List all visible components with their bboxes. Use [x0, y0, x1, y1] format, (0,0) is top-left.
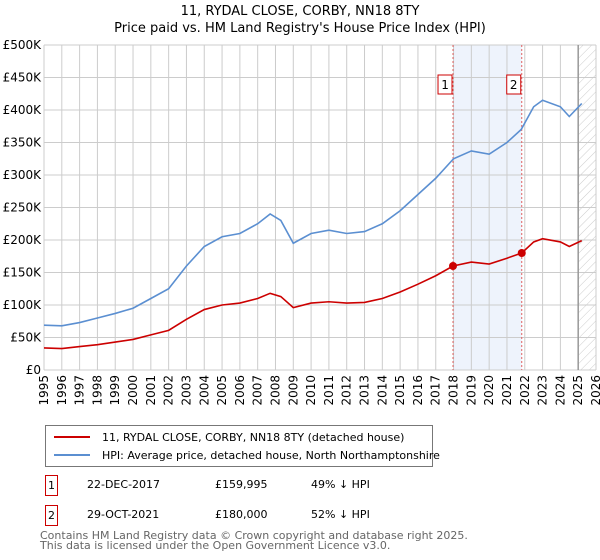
x-tick-label: 2026	[589, 375, 600, 406]
sale-price: £159,995	[215, 478, 268, 491]
x-tick-label: 2017	[429, 375, 443, 406]
x-tick-label: 2011	[322, 375, 336, 406]
sale-marker-badge: 1	[45, 475, 58, 496]
x-tick-label: 2012	[340, 375, 354, 406]
legend-label-property: 11, RYDAL CLOSE, CORBY, NN18 8TY (detach…	[102, 430, 405, 444]
x-tick-label: 2022	[518, 375, 532, 406]
sale-hpi-diff: 49% ↓ HPI	[311, 478, 370, 491]
x-tick-label: 1996	[55, 375, 69, 406]
x-tick-label: 2024	[553, 375, 567, 406]
x-tick-label: 2000	[126, 375, 140, 406]
sale-row-2: 2 29-OCT-2021 £180,000 52% ↓ HPI	[45, 505, 545, 526]
sale-price: £180,000	[215, 508, 268, 521]
x-tick-label: 2005	[215, 375, 229, 406]
legend-line-hpi	[54, 454, 90, 456]
x-tick-label: 2016	[411, 375, 425, 406]
footer-line-2: This data is licensed under the Open Gov…	[40, 539, 391, 552]
x-tick-label: 2025	[571, 375, 585, 406]
x-tick-label: 2010	[304, 375, 318, 406]
footer-line-1: Contains HM Land Registry data © Crown c…	[40, 529, 468, 542]
sale-date: 22-DEC-2017	[87, 478, 161, 491]
x-tick-label: 2019	[464, 375, 478, 406]
plot-area: 1995 1996 1997 1998 1999 2000 2001 2002 2003 2004…	[3, 38, 600, 406]
x-tick-label: 2007	[251, 375, 265, 406]
y-tick-label: £350K	[3, 136, 43, 150]
x-tick-label: 2006	[233, 375, 247, 406]
x-tick-label: 2023	[536, 375, 550, 406]
x-tick-label: 2009	[286, 375, 300, 406]
x-tick-label: 2021	[500, 375, 514, 406]
property-price-line	[43, 237, 583, 350]
y-tick-label: £100K	[3, 298, 43, 312]
chart-subtitle: Price paid vs. HM Land Registry's House …	[114, 21, 486, 36]
y-tick-label: £500K	[3, 38, 43, 52]
sale-date: 29-OCT-2021	[87, 508, 160, 521]
y-tick-label: £450K	[3, 71, 43, 85]
footer: Contains HM Land Registry data © Crown c…	[40, 529, 468, 552]
legend-label-hpi: HPI: Average price, detached house, Nort…	[102, 448, 440, 462]
sale-label-box	[506, 74, 522, 95]
legend-line-property	[54, 436, 90, 438]
x-tick-label: 2002	[162, 375, 176, 406]
x-tick-label: 1999	[108, 375, 122, 406]
sale-point	[449, 262, 458, 271]
x-tick-label: 2001	[144, 375, 158, 406]
sale-marker-badge: 2	[45, 505, 58, 526]
x-tick-label: 2020	[482, 375, 496, 406]
x-tick-label: 2018	[447, 375, 461, 406]
hpi-line	[43, 99, 583, 327]
sale-row-1: 1 22-DEC-2017 £159,995 49% ↓ HPI	[45, 475, 545, 496]
sale-hpi-diff: 52% ↓ HPI	[311, 508, 370, 521]
y-tick-label: £200K	[3, 233, 43, 247]
x-tick-label: 2003	[179, 375, 193, 406]
sale-label: 2	[510, 78, 518, 92]
sale-label: 1	[441, 78, 449, 92]
chart-title: 11, RYDAL CLOSE, CORBY, NN18 8TY	[180, 4, 420, 19]
y-tick-label: £250K	[3, 201, 43, 215]
legend: 11, RYDAL CLOSE, CORBY, NN18 8TY (detach…	[45, 425, 440, 467]
x-tick-label: 2008	[268, 375, 282, 406]
x-tick-label: 2014	[375, 375, 389, 406]
x-tick-label: 1997	[73, 375, 87, 406]
x-tick-label: 1995	[37, 375, 51, 406]
x-tick-label: 2004	[197, 375, 211, 406]
y-tick-label: £300K	[3, 168, 43, 182]
y-tick-label: £400K	[3, 103, 43, 117]
x-tick-label: 1998	[90, 375, 104, 406]
y-tick-label: £150K	[3, 266, 43, 280]
y-tick-label: £0	[26, 363, 41, 377]
sale-point	[517, 249, 526, 257]
x-tick-label: 2015	[393, 375, 407, 406]
x-tick-label: 2013	[358, 375, 372, 406]
sale-label-box	[437, 74, 453, 95]
y-tick-label: £50K	[10, 331, 42, 345]
